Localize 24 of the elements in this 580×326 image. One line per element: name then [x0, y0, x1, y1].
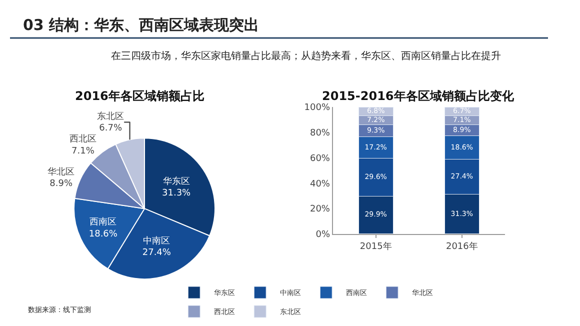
y-tick-label: 60%: [310, 154, 330, 164]
data-label: 6.7%: [99, 124, 122, 134]
x-tick-label: 2016年: [446, 240, 478, 252]
y-tick-label: 20%: [310, 204, 330, 215]
y-tick-label: 0%: [316, 230, 330, 240]
y-tick-label: 40%: [310, 179, 330, 190]
chart-title: 2016年各区域销额占比: [75, 89, 204, 103]
chart-title: 2015-2016年各区域销额占比变化: [322, 89, 515, 103]
slice-label: 西南区: [90, 216, 117, 228]
data-label: 27.4%: [142, 248, 172, 258]
text: 03 结构：华东、西南区域表现突出: [23, 16, 260, 34]
data-label: 18.6%: [88, 229, 118, 240]
x-tick-label: 2015年: [360, 240, 392, 252]
data-label: 7.1%: [72, 146, 95, 156]
slice-label: 东北区: [97, 110, 124, 122]
slice-label: 华北区: [48, 166, 75, 178]
data-label: 31.3%: [162, 188, 192, 199]
slice-label: 华东区: [162, 176, 190, 187]
y-tick-label: 100%: [304, 103, 330, 114]
text: 在三四级市场，华东区家电销量占比最高；从趋势来看，华东区、西南区销量占比在提升: [111, 50, 501, 62]
slice-label: 中南区: [143, 235, 170, 246]
slice-label: 西北区: [69, 134, 96, 145]
y-tick-label: 80%: [310, 128, 330, 139]
data-label: 8.9%: [50, 178, 73, 189]
